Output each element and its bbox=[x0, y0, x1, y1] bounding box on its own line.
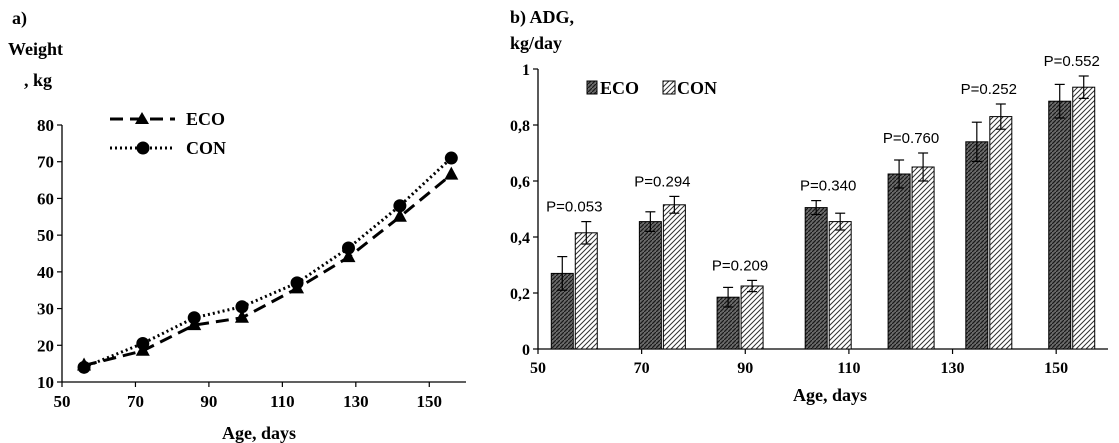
series-con-point bbox=[393, 199, 407, 213]
legend-con-label-b: CON bbox=[677, 78, 717, 98]
panel-b-y-tick-label: 0,6 bbox=[510, 174, 530, 191]
panel-b-y-tick-label: 1 bbox=[522, 62, 530, 79]
panel-a-y-tick-label: 70 bbox=[37, 153, 54, 172]
series-eco-line bbox=[83, 173, 453, 367]
panel-b-y-tick-label: 0,8 bbox=[510, 118, 530, 135]
series-con-point bbox=[235, 300, 249, 314]
series-eco-point bbox=[392, 208, 407, 222]
bar-con bbox=[574, 232, 598, 350]
bar-con bbox=[989, 116, 1013, 350]
series-con-point bbox=[290, 276, 304, 290]
panel-a-legend: ECO CON bbox=[110, 109, 226, 158]
bar-con bbox=[1072, 86, 1096, 350]
p-value-label: P=0.209 bbox=[712, 257, 768, 274]
p-value-label: P=0.053 bbox=[546, 199, 602, 216]
series-eco-point bbox=[444, 166, 459, 180]
panel-a-x-tick-label: 70 bbox=[127, 392, 144, 411]
p-value-label: P=0.294 bbox=[634, 173, 690, 190]
legend-con-circle-marker bbox=[136, 141, 150, 155]
series-con-point bbox=[444, 151, 458, 165]
panel-a-x-tick-label: 150 bbox=[417, 392, 443, 411]
panel-a-ylabel-line2: , kg bbox=[24, 70, 52, 90]
panel-b-x-tick-label: 70 bbox=[634, 360, 650, 377]
bar-eco bbox=[965, 141, 989, 350]
bar-eco bbox=[804, 207, 828, 350]
panel-b-x-tick-label: 150 bbox=[1044, 360, 1068, 377]
panel-b-bars bbox=[550, 75, 1096, 350]
panel-a-y-tick-label: 10 bbox=[37, 373, 54, 392]
series-con-point bbox=[187, 311, 201, 325]
p-value-label: P=0.340 bbox=[800, 178, 856, 195]
panel-b-y-tick-label: 0,4 bbox=[510, 230, 530, 247]
bar-eco bbox=[887, 173, 911, 350]
panel-b-x-tick-label: 90 bbox=[737, 360, 753, 377]
panel-a-axes bbox=[57, 124, 466, 387]
series-eco-point bbox=[341, 249, 356, 263]
panel-b-y-tick-label: 0,2 bbox=[510, 286, 530, 303]
series-con-point bbox=[77, 360, 91, 374]
panel-b-ylabel: kg/day bbox=[510, 33, 562, 53]
panel-a-series bbox=[77, 151, 459, 374]
panel-a-x-tick-label: 50 bbox=[54, 392, 71, 411]
bar-con bbox=[740, 285, 764, 350]
legend-con-swatch bbox=[662, 80, 676, 95]
bar-con bbox=[828, 221, 852, 350]
panel-b-x-tick-label: 50 bbox=[530, 360, 546, 377]
panel-b-y-tick-label: 0 bbox=[522, 342, 530, 359]
legend-eco-label: ECO bbox=[186, 109, 225, 129]
panel-a-y-tick-label: 50 bbox=[37, 226, 54, 245]
panel-b-x-tick-label: 110 bbox=[837, 360, 860, 377]
panel-a-y-tick-label: 80 bbox=[37, 116, 54, 135]
series-con-line bbox=[83, 156, 453, 369]
panel-a-tick-labels: 10 20 30 40 50 60 70 80 50 70 90 110 130 150 bbox=[37, 116, 442, 411]
legend-eco-swatch bbox=[586, 80, 598, 95]
panel-a-y-tick-label: 30 bbox=[37, 300, 54, 319]
bar-con bbox=[662, 204, 686, 350]
panel-b-p-values: P=0.053 P=0.294 P=0.209 P=0.340 P=0.760 P=0.2… bbox=[546, 53, 1100, 274]
bar-eco bbox=[638, 221, 662, 350]
panel-a-label: a) bbox=[12, 8, 27, 29]
p-value-label: P=0.552 bbox=[1044, 53, 1100, 70]
panel-b-legend: ECO CON bbox=[586, 78, 717, 98]
panel-a-x-tick-label: 130 bbox=[343, 392, 369, 411]
series-con-point bbox=[136, 336, 150, 350]
panel-b-x-tick-label: 130 bbox=[941, 360, 965, 377]
legend-con-label: CON bbox=[186, 138, 226, 158]
series-con-point bbox=[341, 241, 355, 255]
panel-a-y-tick-label: 40 bbox=[37, 263, 54, 282]
panel-a-y-tick-label: 20 bbox=[37, 336, 54, 355]
panel-a-xlabel: Age, days bbox=[222, 423, 296, 443]
bar-con bbox=[911, 166, 935, 350]
panel-a-ylabel-line1: Weight bbox=[8, 39, 63, 59]
p-value-label: P=0.760 bbox=[883, 130, 939, 147]
legend-eco-triangle-marker bbox=[135, 112, 149, 124]
series-eco-point bbox=[234, 309, 249, 323]
panel-b-xlabel: Age, days bbox=[793, 385, 867, 405]
panel-b-label: b) ADG, bbox=[510, 7, 574, 28]
p-value-label: P=0.252 bbox=[961, 81, 1017, 98]
panel-a-x-tick-label: 90 bbox=[200, 392, 217, 411]
panel-a-y-tick-label: 60 bbox=[37, 189, 54, 208]
panel-a-x-tick-label: 110 bbox=[270, 392, 295, 411]
legend-eco-label-b: ECO bbox=[600, 78, 639, 98]
panel-a: a) Weight , kg 10 20 30 40 50 60 70 80 50 70 90 110… bbox=[8, 8, 466, 443]
bar-eco bbox=[1048, 100, 1072, 350]
